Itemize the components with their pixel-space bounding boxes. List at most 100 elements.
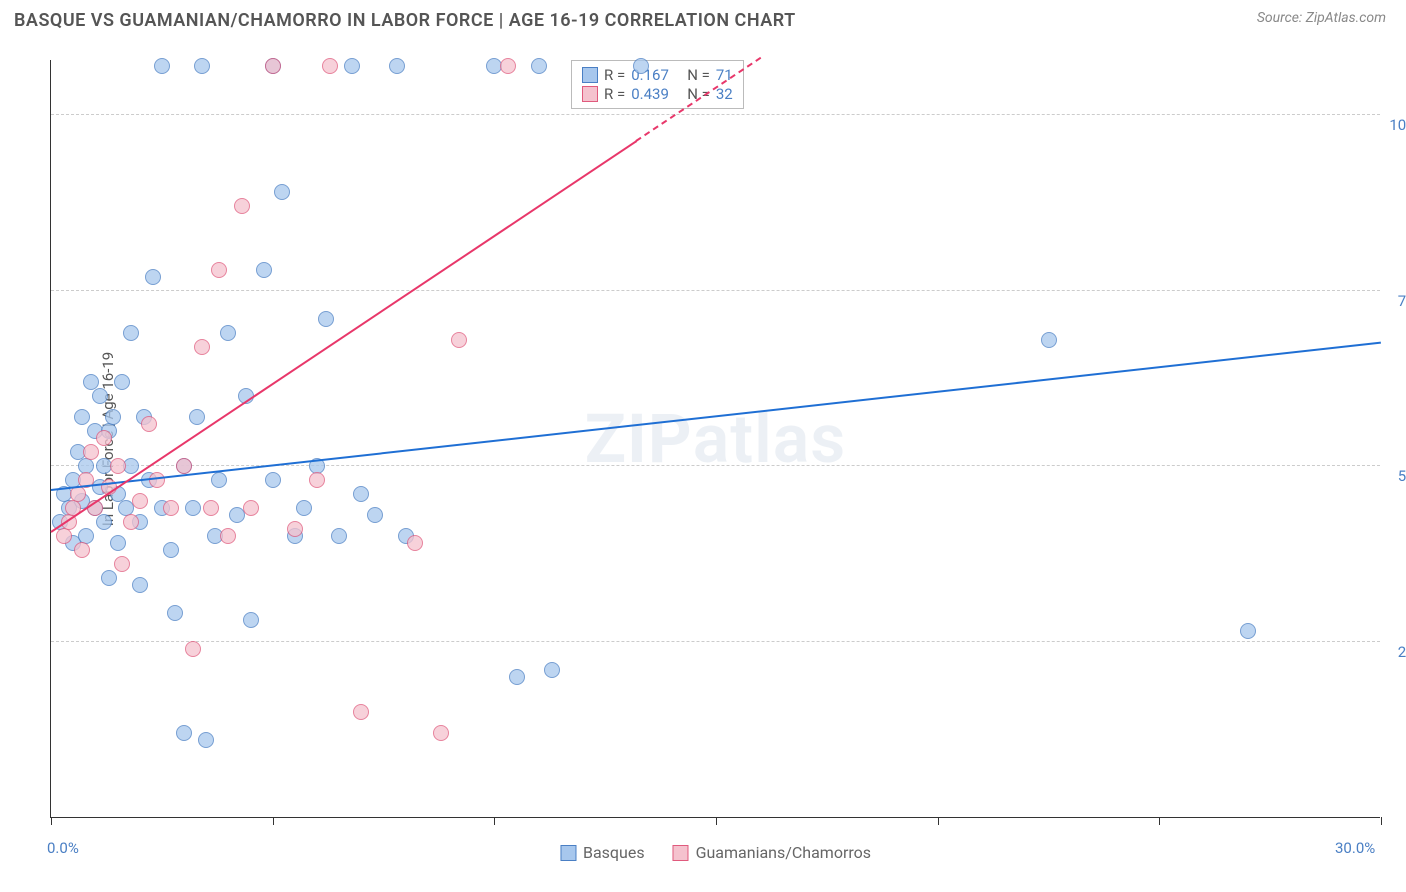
data-point: [74, 409, 90, 425]
data-point: [110, 535, 126, 551]
x-tick: [1159, 817, 1160, 825]
data-point: [234, 198, 250, 214]
data-point: [500, 58, 516, 74]
legend-swatch: [673, 845, 689, 861]
legend-item: Guamanians/Chamorros: [673, 843, 871, 862]
y-tick-label: 75.0%: [1398, 292, 1406, 310]
data-point: [451, 332, 467, 348]
data-point: [145, 269, 161, 285]
legend-swatch: [582, 86, 598, 102]
data-point: [167, 605, 183, 621]
data-point: [544, 662, 560, 678]
y-tick-label: 50.0%: [1398, 467, 1406, 485]
data-point: [309, 472, 325, 488]
chart-header: BASQUE VS GUAMANIAN/CHAMORRO IN LABOR FO…: [0, 0, 1406, 35]
data-point: [353, 704, 369, 720]
data-point: [433, 725, 449, 741]
data-point: [1240, 623, 1256, 639]
data-point: [389, 58, 405, 74]
data-point: [274, 184, 290, 200]
data-point: [56, 528, 72, 544]
data-point: [331, 528, 347, 544]
data-point: [211, 262, 227, 278]
data-point: [163, 500, 179, 516]
data-point: [265, 472, 281, 488]
x-tick: [51, 817, 52, 825]
data-point: [74, 542, 90, 558]
legend-item: Basques: [560, 843, 645, 862]
data-point: [96, 430, 112, 446]
data-point: [110, 458, 126, 474]
trend-line: [50, 140, 636, 532]
source-attribution: Source: ZipAtlas.com: [1257, 10, 1386, 26]
n-label: N =: [687, 66, 710, 84]
data-point: [203, 500, 219, 516]
n-value: 32: [716, 85, 733, 103]
data-point: [509, 669, 525, 685]
r-label: R =: [604, 66, 625, 84]
x-tick: [494, 817, 495, 825]
watermark: ZIPatlas: [585, 399, 847, 479]
data-point: [194, 339, 210, 355]
data-point: [114, 374, 130, 390]
x-tick-label: 30.0%: [1335, 839, 1375, 857]
legend-label: Basques: [583, 843, 645, 862]
data-point: [220, 325, 236, 341]
data-point: [318, 311, 334, 327]
data-point: [407, 535, 423, 551]
r-label: R =: [604, 85, 625, 103]
legend-row: R =0.439N =32: [582, 85, 733, 103]
gridline-h: [51, 290, 1380, 291]
y-tick-label: 25.0%: [1398, 643, 1406, 661]
data-point: [1041, 332, 1057, 348]
data-point: [367, 507, 383, 523]
data-point: [265, 58, 281, 74]
data-point: [211, 472, 227, 488]
data-point: [154, 58, 170, 74]
data-point: [149, 472, 165, 488]
data-point: [185, 641, 201, 657]
data-point: [220, 528, 236, 544]
x-tick: [1381, 817, 1382, 825]
x-tick: [273, 817, 274, 825]
series-legend: Basques Guamanians/Chamorros: [560, 843, 871, 862]
data-point: [322, 58, 338, 74]
data-point: [105, 409, 121, 425]
gridline-h: [51, 641, 1380, 642]
data-point: [83, 444, 99, 460]
data-point: [531, 58, 547, 74]
legend-row: R =0.167N =71: [582, 66, 733, 84]
scatter-plot-area: In Labor Force | Age 16-19 ZIPatlas R =0…: [50, 60, 1380, 818]
gridline-h: [51, 114, 1380, 115]
data-point: [114, 556, 130, 572]
r-value: 0.439: [631, 85, 681, 103]
data-point: [353, 486, 369, 502]
data-point: [123, 325, 139, 341]
data-point: [96, 514, 112, 530]
data-point: [287, 521, 303, 537]
data-point: [163, 542, 179, 558]
data-point: [176, 458, 192, 474]
y-tick-label: 100.0%: [1389, 116, 1406, 134]
data-point: [132, 577, 148, 593]
data-point: [132, 493, 148, 509]
data-point: [296, 500, 312, 516]
legend-swatch: [560, 845, 576, 861]
legend-swatch: [582, 67, 598, 83]
data-point: [633, 58, 649, 74]
data-point: [243, 500, 259, 516]
data-point: [141, 416, 157, 432]
data-point: [101, 570, 117, 586]
data-point: [176, 725, 192, 741]
data-point: [198, 732, 214, 748]
data-point: [243, 612, 259, 628]
trend-line: [51, 341, 1381, 490]
chart-title: BASQUE VS GUAMANIAN/CHAMORRO IN LABOR FO…: [14, 10, 796, 31]
data-point: [185, 500, 201, 516]
data-point: [256, 262, 272, 278]
data-point: [189, 409, 205, 425]
x-tick: [938, 817, 939, 825]
legend-label: Guamanians/Chamorros: [696, 843, 871, 862]
data-point: [344, 58, 360, 74]
x-tick: [716, 817, 717, 825]
